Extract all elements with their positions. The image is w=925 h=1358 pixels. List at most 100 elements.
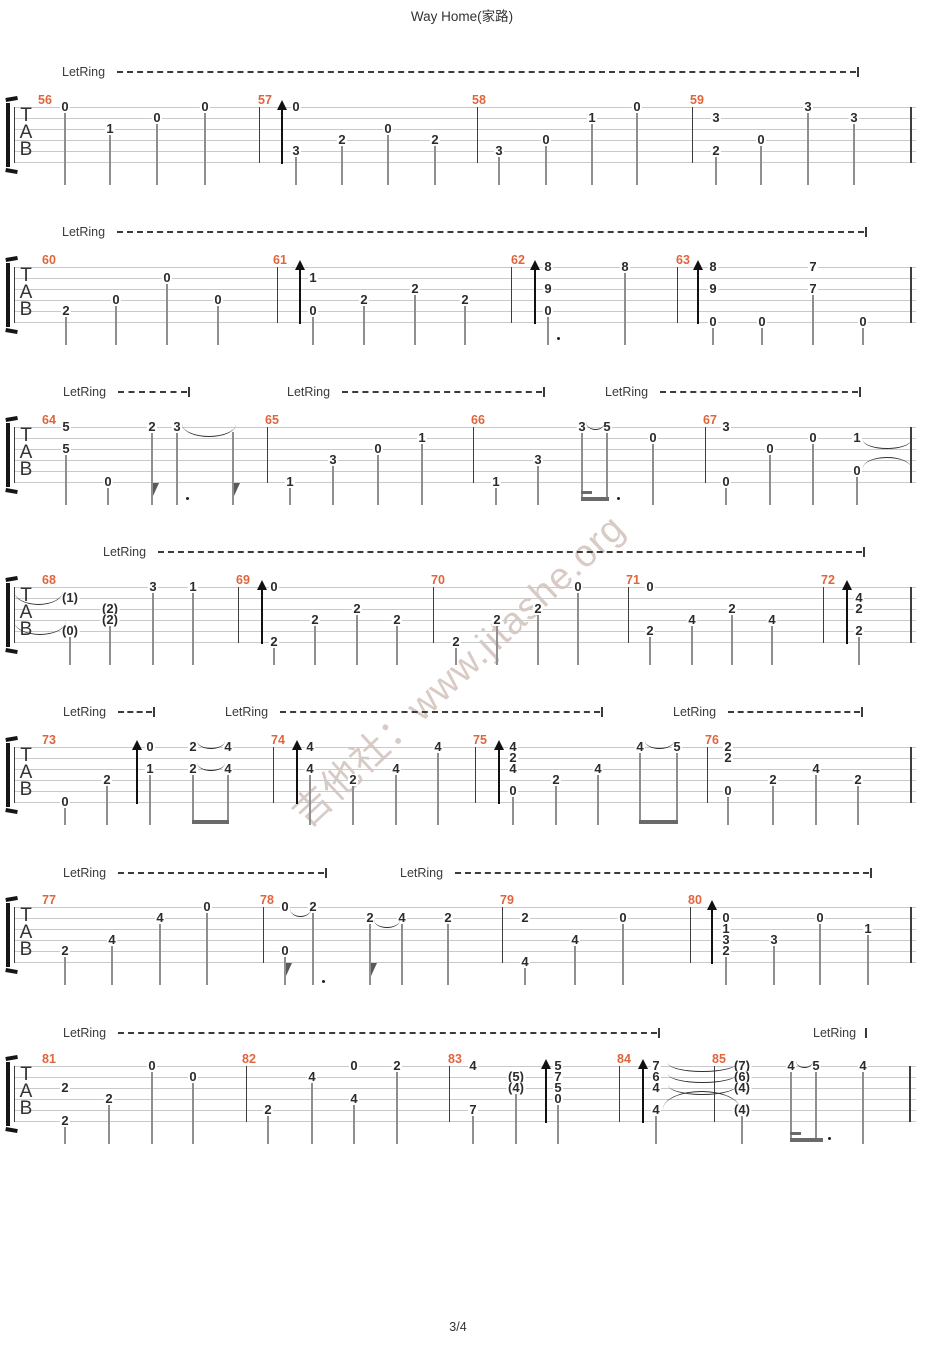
note-stem: [812, 295, 814, 345]
fret-number: 0: [110, 292, 122, 307]
staff-line: [14, 129, 916, 130]
tie-slur-down: [863, 440, 911, 449]
measure-number: 70: [431, 573, 445, 587]
fret-number: 5: [552, 1080, 564, 1095]
strum-arrow-shaft: [136, 749, 138, 804]
fret-number: 2: [519, 910, 531, 925]
tie-slur-down: [668, 1063, 737, 1072]
note-stem: [295, 157, 297, 185]
fret-number: 2: [710, 143, 722, 158]
note-stem: [152, 593, 154, 665]
note-stem: [217, 306, 219, 345]
note-stem: [311, 1083, 313, 1144]
letring-end-tick: [863, 547, 865, 557]
augmentation-dot: [828, 1137, 832, 1141]
staff-line: [14, 951, 916, 952]
note-stem: [652, 444, 654, 505]
fret-number: 4: [507, 761, 519, 776]
fret-number: (6): [732, 1069, 752, 1084]
note-stem: [760, 146, 762, 185]
fret-number: 0: [161, 270, 173, 285]
fret-number: 0: [647, 430, 659, 445]
fret-number: 3: [720, 932, 732, 947]
fret-number: 4: [507, 739, 519, 754]
fret-number: 3: [290, 143, 302, 158]
staff-line: [14, 918, 916, 919]
note-stem: [64, 1127, 66, 1144]
fret-number: 0: [617, 910, 629, 925]
staff-line: [14, 907, 916, 908]
strum-arrow-shaft: [545, 1068, 547, 1123]
staff-line: [14, 940, 916, 941]
staff-line: [14, 598, 916, 599]
beam-stub: [790, 1132, 801, 1135]
system-bracket: [5, 415, 18, 422]
note-stem: [731, 615, 733, 665]
staff-line: [14, 631, 916, 632]
note-stem: [414, 295, 416, 345]
note-stem: [309, 775, 311, 825]
fret-number: 1: [284, 474, 296, 489]
barline: [910, 747, 913, 803]
note-stem: [192, 775, 194, 823]
note-stem: [206, 913, 208, 985]
letring-end-tick: [865, 227, 867, 237]
fret-number: 2: [364, 910, 376, 925]
strum-arrow-shaft: [642, 1068, 644, 1123]
barline: [910, 107, 913, 163]
tab-clef-letter: A: [19, 282, 33, 303]
letring-label: LetRing: [813, 1026, 857, 1040]
note-stem: [867, 935, 869, 985]
note-stem: [109, 626, 111, 665]
fret-number: 2: [507, 750, 519, 765]
note-stem: [109, 135, 111, 185]
fret-number: 2: [60, 303, 72, 318]
barline: [910, 907, 913, 963]
note-stem: [64, 113, 66, 185]
strum-arrow-head: [257, 580, 267, 590]
letring-label: LetRing: [605, 385, 649, 399]
letring-end-tick: [865, 1028, 867, 1038]
letring-dashes: [118, 1032, 657, 1034]
fret-number: 0: [382, 121, 394, 136]
fret-number: 0: [199, 99, 211, 114]
note-stem: [447, 924, 449, 985]
tab-clef-letter: A: [19, 762, 33, 783]
fret-number: 5: [601, 419, 613, 434]
note-stem: [387, 135, 389, 185]
fret-number: 8: [542, 259, 554, 274]
note-stem: [853, 124, 855, 185]
strum-arrow-head: [693, 260, 703, 270]
barline: [692, 107, 694, 163]
tie-slur-down: [14, 591, 63, 605]
letring-dashes: [660, 391, 858, 393]
fret-number: 1: [851, 430, 863, 445]
fret-number: 1: [144, 761, 156, 776]
staff-line: [14, 449, 916, 450]
fret-number: 0: [542, 303, 554, 318]
fret-number: 0: [507, 783, 519, 798]
fret-number: 4: [304, 761, 316, 776]
barline: [473, 427, 475, 483]
fret-number: 0: [279, 899, 291, 914]
fret-number: 4: [857, 1058, 869, 1073]
note-stem: [396, 626, 398, 665]
note-stem: [574, 946, 576, 985]
note-stem: [312, 913, 314, 985]
staff-line: [14, 162, 916, 163]
fret-number: 4: [810, 761, 822, 776]
note-stem: [64, 957, 66, 985]
barline: [628, 587, 630, 643]
tie-slur-down: [14, 621, 66, 635]
barline: [267, 427, 269, 483]
fret-number: 3: [532, 452, 544, 467]
fret-number: 0: [151, 110, 163, 125]
tab-clef-letter: A: [19, 122, 33, 143]
note-stem: [369, 924, 371, 985]
fret-number: 0: [720, 910, 732, 925]
fret-number: 5: [552, 1058, 564, 1073]
fret-number: 2: [720, 943, 732, 958]
measure-number: 78: [260, 893, 274, 907]
strum-arrow-head: [277, 100, 287, 110]
fret-number: 4: [785, 1058, 797, 1073]
